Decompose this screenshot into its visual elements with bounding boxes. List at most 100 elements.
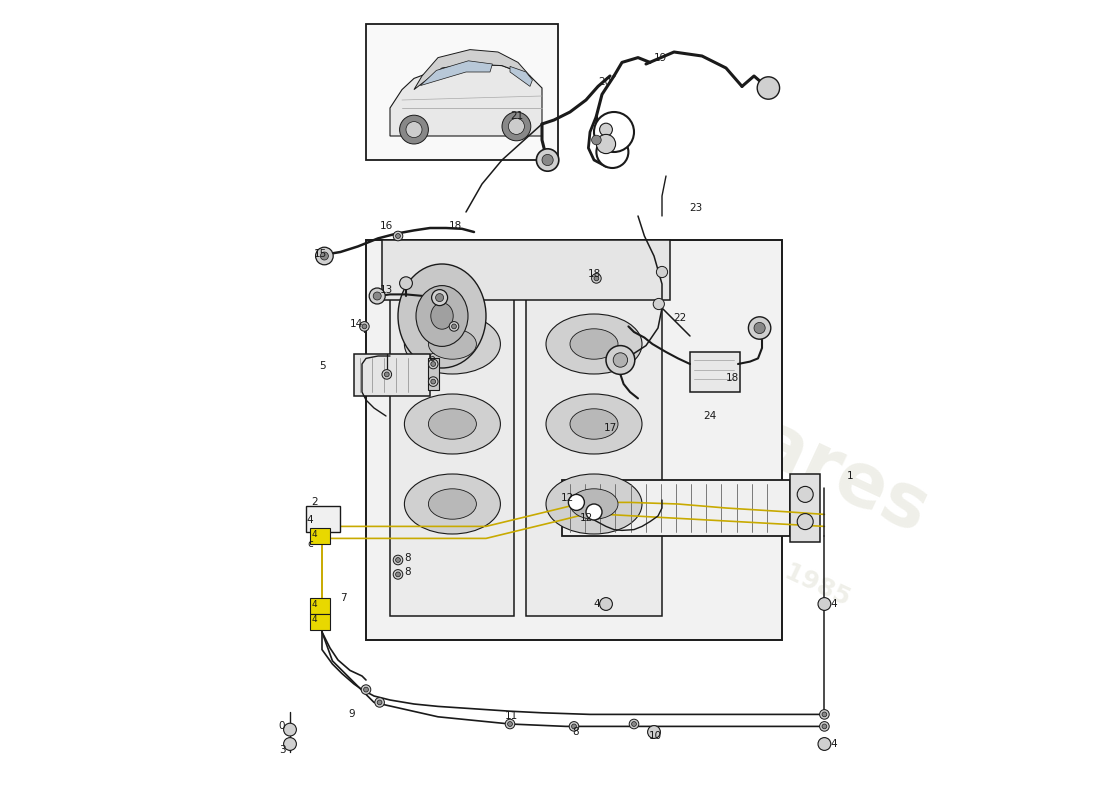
Circle shape	[393, 570, 403, 579]
Circle shape	[537, 149, 559, 171]
Circle shape	[384, 372, 389, 377]
Bar	[428, 358, 439, 390]
Circle shape	[406, 122, 422, 138]
Circle shape	[428, 359, 438, 369]
Circle shape	[284, 723, 296, 736]
Text: 12: 12	[580, 514, 593, 523]
Circle shape	[631, 722, 637, 726]
Ellipse shape	[416, 286, 468, 346]
Polygon shape	[390, 64, 542, 136]
Circle shape	[360, 322, 370, 331]
Text: 24: 24	[703, 411, 716, 421]
Circle shape	[600, 123, 613, 136]
Circle shape	[382, 370, 392, 379]
Ellipse shape	[431, 302, 453, 330]
Text: 18: 18	[449, 221, 462, 230]
Text: 9: 9	[349, 710, 355, 719]
Text: 18: 18	[587, 269, 601, 278]
Circle shape	[449, 322, 459, 331]
Circle shape	[592, 135, 602, 145]
Ellipse shape	[398, 264, 486, 368]
Circle shape	[320, 252, 329, 260]
Circle shape	[436, 294, 443, 302]
Circle shape	[629, 719, 639, 729]
Circle shape	[364, 687, 368, 692]
Circle shape	[375, 698, 384, 707]
Circle shape	[396, 572, 400, 577]
Text: 13: 13	[381, 285, 394, 294]
Circle shape	[613, 353, 628, 367]
Circle shape	[820, 722, 829, 731]
Text: 17: 17	[604, 423, 617, 433]
Text: 4: 4	[830, 599, 837, 609]
Bar	[790, 474, 821, 542]
Text: 12: 12	[561, 493, 574, 502]
Text: 16: 16	[381, 221, 394, 230]
Bar	[310, 598, 330, 614]
Text: 15: 15	[314, 250, 327, 259]
Circle shape	[748, 317, 771, 339]
Circle shape	[502, 112, 531, 141]
Bar	[366, 24, 558, 160]
Circle shape	[399, 115, 428, 144]
Text: 8: 8	[405, 554, 411, 563]
Text: 6: 6	[428, 354, 435, 363]
Ellipse shape	[570, 489, 618, 519]
Circle shape	[596, 136, 628, 168]
Circle shape	[393, 555, 403, 565]
Text: 18: 18	[726, 373, 739, 382]
Circle shape	[820, 710, 829, 719]
Text: 4: 4	[311, 530, 317, 539]
Ellipse shape	[405, 474, 500, 534]
Circle shape	[822, 712, 827, 717]
Bar	[354, 354, 430, 396]
Circle shape	[569, 494, 584, 510]
Text: 21: 21	[509, 111, 522, 121]
Circle shape	[569, 722, 579, 731]
Text: 2: 2	[311, 498, 318, 507]
Text: 3: 3	[278, 746, 285, 755]
Polygon shape	[510, 66, 532, 86]
Circle shape	[373, 292, 382, 300]
Circle shape	[592, 274, 602, 283]
Circle shape	[399, 277, 412, 290]
Text: 4: 4	[311, 600, 317, 610]
Circle shape	[757, 77, 780, 99]
Ellipse shape	[428, 489, 476, 519]
Circle shape	[594, 112, 634, 152]
Ellipse shape	[428, 409, 476, 439]
Text: 4: 4	[830, 739, 837, 749]
Circle shape	[370, 288, 385, 304]
Circle shape	[428, 377, 438, 386]
Polygon shape	[414, 50, 530, 90]
Text: 5: 5	[319, 362, 326, 371]
Text: 20: 20	[597, 77, 611, 86]
Text: 7: 7	[340, 594, 346, 603]
Text: 4: 4	[593, 599, 600, 609]
Text: c: c	[307, 539, 312, 549]
Circle shape	[508, 118, 525, 134]
Circle shape	[316, 247, 333, 265]
Circle shape	[396, 558, 400, 562]
Circle shape	[393, 231, 403, 241]
Circle shape	[657, 266, 668, 278]
Text: 4: 4	[311, 615, 317, 625]
Text: 8: 8	[572, 727, 579, 737]
Bar	[382, 240, 670, 300]
Text: 14: 14	[350, 319, 363, 329]
Circle shape	[818, 738, 830, 750]
Circle shape	[754, 322, 766, 334]
Circle shape	[431, 379, 436, 384]
Bar	[390, 296, 514, 616]
Text: 1: 1	[847, 471, 854, 481]
Circle shape	[452, 324, 456, 329]
Circle shape	[594, 276, 598, 281]
Ellipse shape	[428, 329, 476, 359]
Circle shape	[362, 324, 366, 329]
Ellipse shape	[546, 394, 642, 454]
Ellipse shape	[405, 314, 500, 374]
Circle shape	[507, 722, 513, 726]
Text: a part for parts since 1985: a part for parts since 1985	[502, 430, 854, 610]
Circle shape	[596, 134, 616, 154]
Circle shape	[600, 598, 613, 610]
